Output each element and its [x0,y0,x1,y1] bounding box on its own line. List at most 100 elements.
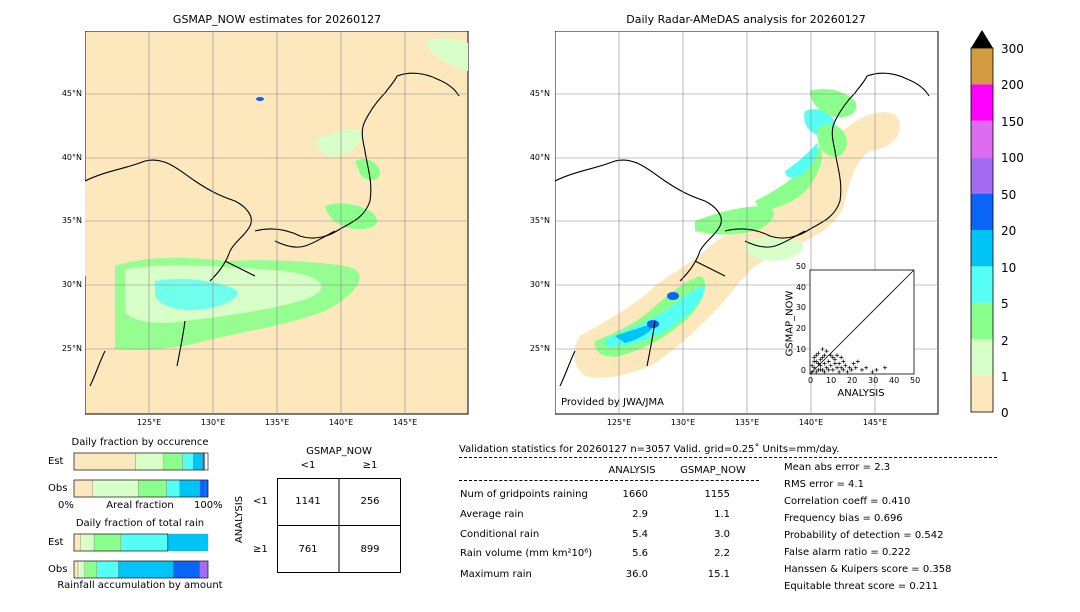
validation-row-analysis: 1660 [622,489,648,500]
occurrence-axis-left: 0% [58,500,74,511]
scatter-point [812,359,817,364]
scatter-point [818,357,823,362]
score-ets: Equitable threat score = 0.211 [784,581,939,592]
total-rain-est-label: Est [48,537,64,548]
colorbar-segment [971,339,993,376]
occurrence-bar-outline [73,479,209,498]
scatter-point [832,361,837,366]
left-lon-145: 145°E [392,418,418,427]
right-lon-125: 125°E [606,418,632,427]
total-rain-bar-segment [73,560,79,579]
occurrence-bar-segment [166,479,181,498]
scatter-plot [809,269,915,375]
validation-row-analysis: 5.6 [632,548,648,559]
occurrence-bar-segment [163,452,183,471]
occurrence-bar-segment [204,452,206,471]
occurrence-bar-segment [202,452,205,471]
scatter-point [835,365,840,370]
total-rain-bar-segment [96,560,119,579]
scatter-point [814,353,819,358]
contingency-col-header: GSMAP_NOW [306,446,372,457]
validation-row-label: Num of gridpoints raining [460,489,588,500]
occurrence-chart [73,452,209,498]
right-lon-135: 135°E [734,418,760,427]
occurrence-bar-segment [73,452,136,471]
right-lon-145: 145°E [862,418,888,427]
scatter-xtick-10: 10 [826,376,837,385]
validation-header-rule [459,457,997,458]
validation-row-analysis: 5.4 [632,529,648,540]
scatter-xlabel: ANALYSIS [837,388,885,399]
right-lon-140: 140°E [798,418,824,427]
total-rain-bar-segment [167,533,209,552]
occurrence-est-label: Est [48,456,64,467]
score-hk: Hanssen & Kuipers score = 0.358 [784,564,952,575]
right-lat-25: 25°N [529,344,550,353]
score-far: False alarm ratio = 0.222 [784,547,911,558]
map-credit: Provided by JWA/JMA [561,397,664,408]
colorbar [970,30,994,413]
scatter-point [820,347,825,352]
scatter-point [828,363,833,368]
scatter-point [853,365,858,370]
scatter-point [860,367,864,372]
scatter-point [839,355,844,360]
scatter-ytick-40: 40 [795,283,806,292]
scatter-xtick-50: 50 [910,376,921,385]
left-map-coastline [85,72,460,387]
contingency-grid [277,478,401,573]
occurrence-bar-segment [182,452,194,471]
right-lat-30: 30°N [529,280,550,289]
validation-row-gsmap: 3.0 [714,529,730,540]
scatter-point [818,363,823,368]
colorbar-label-100: 100 [1001,151,1024,165]
scatter-point [816,361,821,366]
left-lon-130: 130°E [200,418,226,427]
scatter-point [816,351,821,356]
contingency-cell-c: 761 [298,544,318,555]
colorbar-outline [970,47,994,413]
scatter-point [812,365,817,370]
scatter-point [864,365,869,370]
scatter-point [837,369,842,374]
contingency-cell-b: 256 [360,496,380,507]
colorbar-label-0: 0 [1001,406,1009,420]
colorbar-segment [971,266,993,303]
scatter-point [810,363,815,368]
colorbar-label-50: 50 [1001,188,1017,202]
colorbar-segment [971,120,993,158]
total-rain-bar-segment [80,533,95,552]
scatter-point [851,361,856,366]
scatter-point [832,357,837,362]
right-map-title: Daily Radar-AMeDAS analysis for 20260127 [626,13,866,26]
left-map-rain [115,38,468,350]
scatter-point [841,367,846,372]
scatter-point [843,363,848,368]
validation-row-gsmap: 2.2 [714,548,730,559]
left-lat-45: 45°N [61,89,82,98]
colorbar-label-300: 300 [1001,42,1024,56]
total-rain-bar-segment [77,560,85,579]
scatter-point [835,353,840,358]
left-lon-135: 135°E [264,418,290,427]
right-map [555,31,939,415]
score-rmse: RMS error = 4.1 [784,479,864,490]
contingency-row-ge1: ≥1 [253,544,268,555]
occurrence-bar-segment [135,452,164,471]
scatter-xtick-0: 0 [808,376,814,385]
scatter-point [810,369,815,374]
scatter-point [814,369,819,374]
validation-row-gsmap: 1.1 [714,509,730,520]
scatter-diagonal [809,269,915,375]
right-lat-40: 40°N [529,153,550,162]
total-rain-bar-segment [199,560,209,579]
validation-col-analysis: ANALYSIS [608,465,656,476]
colorbar-segment [971,157,993,194]
validation-row-label: Average rain [460,509,524,520]
occurrence-bar-segment [193,452,203,471]
scatter-point [870,369,875,374]
scatter-point [882,365,887,370]
colorbar-label-200: 200 [1001,78,1024,92]
scatter-point [824,365,829,370]
scatter-point [818,367,823,372]
